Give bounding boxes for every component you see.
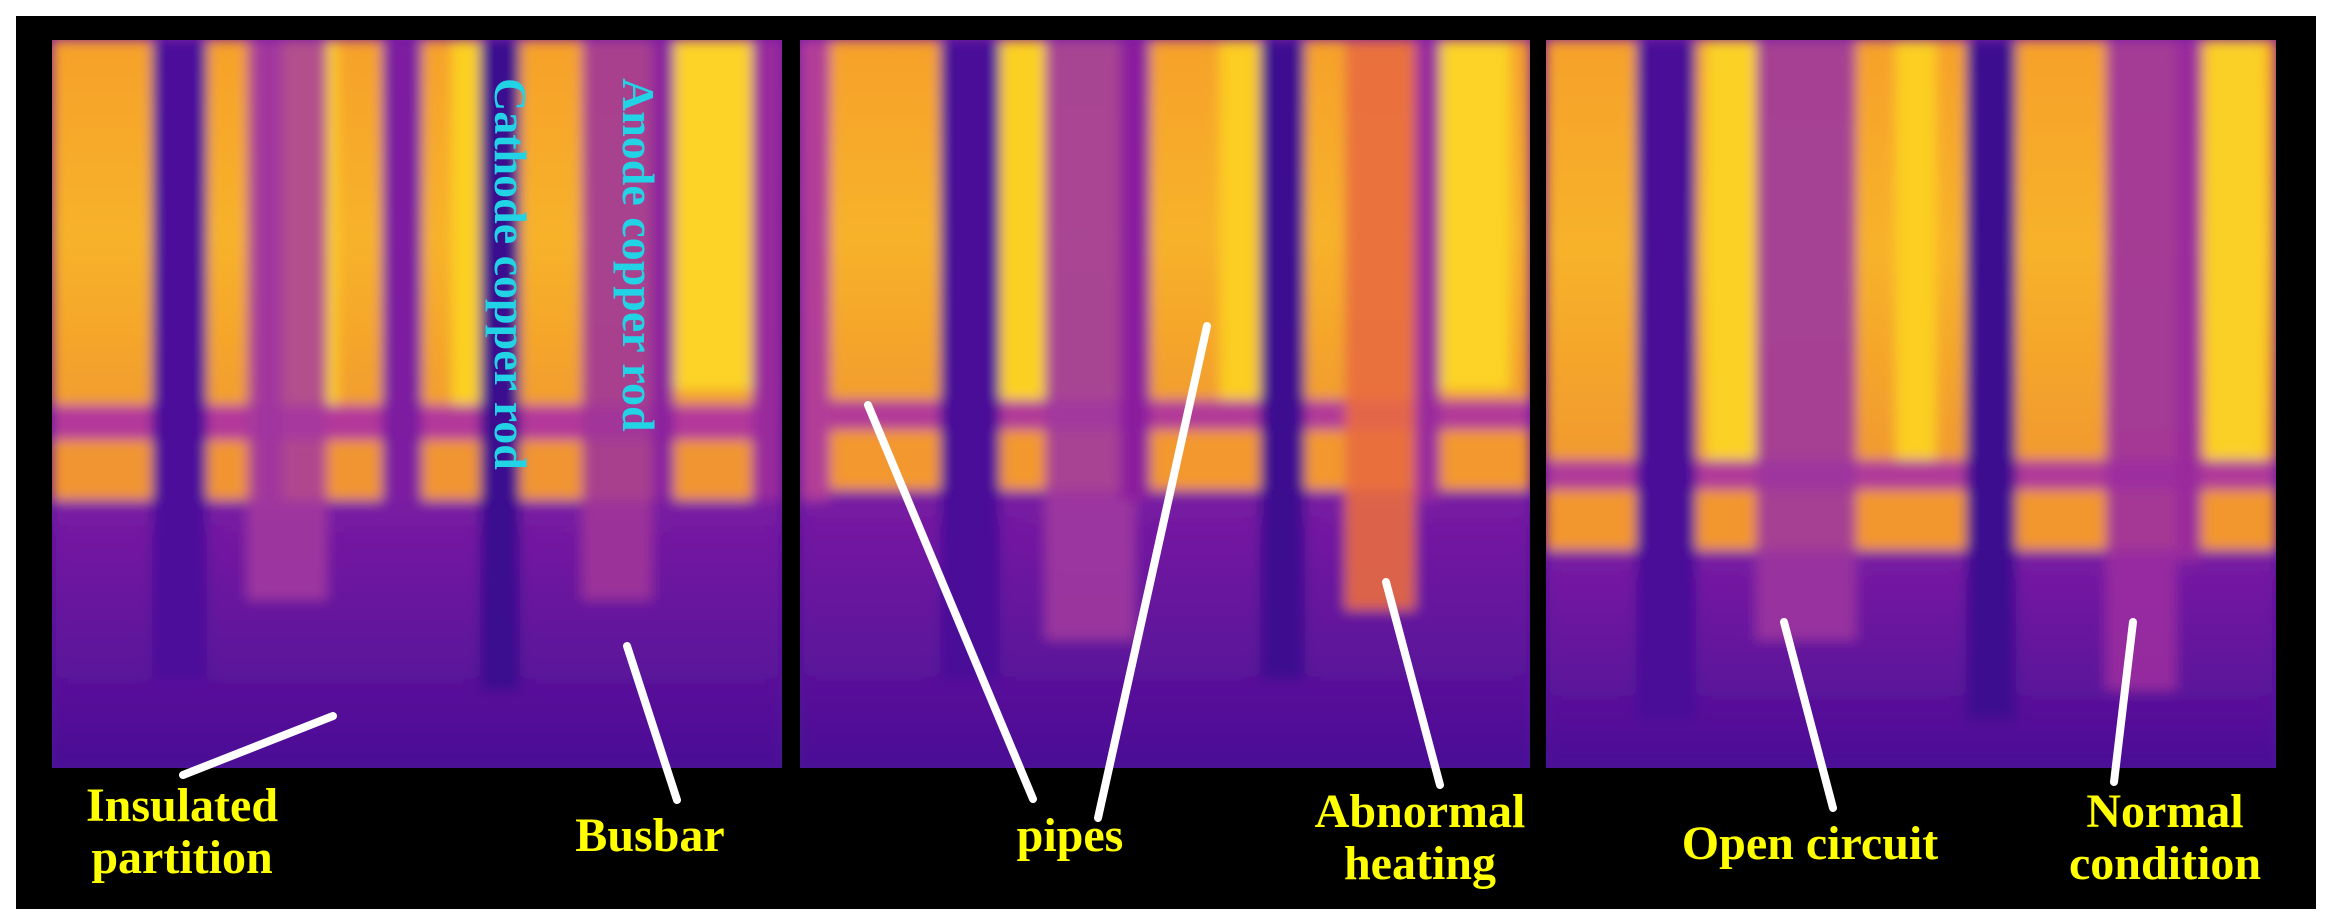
caption-normal-condition: Normal condition bbox=[2068, 785, 2262, 890]
caption-insulated-partition: Insulated partition bbox=[85, 779, 279, 884]
thermal-panel-1 bbox=[52, 40, 782, 768]
caption-pipes: pipes bbox=[1016, 809, 1124, 862]
caption-busbar: Busbar bbox=[575, 809, 725, 862]
cathode-label: Cathode copper rod bbox=[485, 78, 536, 470]
anode-label: Anode copper rod bbox=[613, 78, 664, 432]
caption-abnormal-heating: Abnormal heating bbox=[1314, 785, 1526, 890]
caption-open-circuit: Open circuit bbox=[1681, 817, 1939, 870]
thermal-panel-3 bbox=[1546, 40, 2276, 768]
thermal-panel-2 bbox=[800, 40, 1530, 768]
